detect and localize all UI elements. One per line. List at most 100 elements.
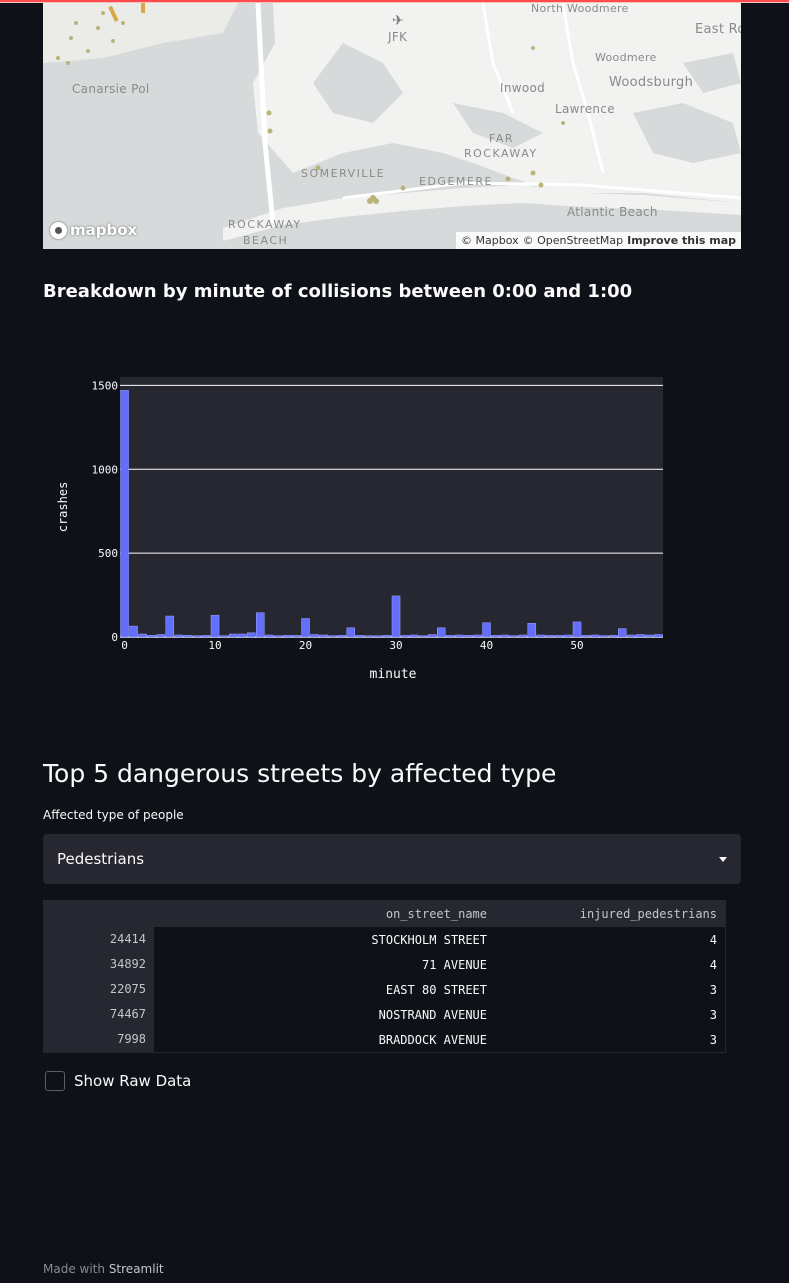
histogram-bar[interactable] [256, 612, 265, 638]
minute-histogram-chart[interactable]: 0 500 1000 1500 0 10 20 30 40 50 crashes minute [43, 350, 741, 690]
table-row: 7998 BRADDOCK AVENUE 3 [44, 1027, 725, 1052]
table-header-street[interactable]: on_street_name [385, 907, 487, 921]
map-label: North Woodmere [531, 3, 629, 15]
histogram-bar[interactable] [147, 635, 156, 638]
histogram-bar[interactable] [554, 635, 564, 638]
map-label: Woodmere [595, 51, 657, 64]
histogram-bar[interactable] [536, 634, 546, 638]
histogram-bar[interactable] [527, 622, 537, 638]
histogram-bar[interactable] [391, 595, 401, 638]
map-canvas[interactable] [43, 3, 741, 249]
histogram-bar[interactable] [518, 634, 528, 638]
x-tick-label: 50 [570, 639, 583, 652]
table-header-injured[interactable]: injured_pedestrians [579, 907, 717, 921]
histogram-bar[interactable] [364, 635, 374, 638]
histogram-bar[interactable] [636, 634, 645, 638]
y-axis-label: crashes [56, 482, 70, 533]
histogram-bar[interactable] [572, 621, 582, 638]
histogram-bar[interactable] [228, 633, 238, 638]
histogram-bar[interactable] [400, 635, 410, 638]
mapbox-attribution-link[interactable]: © Mapbox [461, 234, 519, 247]
histogram-bar[interactable] [545, 635, 555, 638]
histogram-bar[interactable] [165, 615, 175, 638]
histogram-bar[interactable] [265, 634, 274, 638]
histogram-bar[interactable] [319, 634, 328, 638]
map-label: SOMERVILLE [301, 167, 386, 180]
improve-map-link[interactable]: Improve this map [627, 234, 736, 247]
histogram-bar[interactable] [355, 635, 365, 638]
histogram-bar[interactable] [274, 635, 283, 638]
histogram-bar[interactable] [373, 635, 383, 638]
histogram-bar[interactable] [437, 627, 446, 638]
row-index: 34892 [44, 952, 154, 977]
histogram-bar[interactable] [473, 634, 482, 638]
histogram-bar[interactable] [183, 635, 193, 638]
mapbox-logo[interactable]: mapbox [50, 221, 137, 239]
histogram-bar[interactable] [292, 635, 301, 638]
histogram-bar[interactable] [129, 625, 138, 638]
minute-breakdown-heading: Breakdown by minute of collisions betwee… [43, 281, 633, 302]
map-attribution: © Mapbox © OpenStreetMap Improve this ma… [456, 232, 741, 249]
histogram-bar[interactable] [156, 634, 165, 638]
affected-type-select[interactable]: Pedestrians [43, 834, 741, 884]
histogram-bar[interactable] [310, 634, 319, 638]
histogram-bar[interactable] [192, 635, 202, 638]
table-row: 22075 EAST 80 STREET 3 [44, 977, 725, 1002]
histogram-bar[interactable] [301, 618, 310, 638]
histogram-bar[interactable] [618, 628, 627, 638]
histogram-bar[interactable] [382, 635, 392, 638]
mapbox-logo-icon [50, 221, 67, 239]
histogram-bar[interactable] [581, 635, 591, 638]
histogram-bar[interactable] [482, 622, 491, 638]
histogram-bar[interactable] [427, 634, 437, 638]
histogram-bar[interactable] [590, 634, 600, 638]
histogram-bar[interactable] [500, 634, 509, 638]
histogram-bar[interactable] [509, 635, 518, 638]
show-raw-data-label[interactable]: Show Raw Data [74, 1072, 192, 1090]
histogram-bar[interactable] [464, 635, 473, 638]
histogram-bar[interactable] [174, 634, 184, 638]
street-name-cell: BRADDOCK AVENUE [378, 1032, 487, 1047]
histogram-bar[interactable] [337, 635, 347, 638]
row-index: 24414 [44, 927, 154, 952]
street-name-cell: 71 AVENUE [421, 957, 487, 972]
histogram-bar[interactable] [246, 632, 256, 638]
row-index: 22075 [44, 977, 154, 1002]
histogram-bar[interactable] [346, 627, 356, 638]
histogram-bar[interactable] [491, 635, 500, 638]
histogram-bar[interactable] [654, 634, 663, 638]
histogram-bar[interactable] [627, 634, 636, 638]
show-raw-data-checkbox[interactable] [45, 1071, 65, 1091]
table-row: 34892 71 AVENUE 4 [44, 952, 725, 977]
streamlit-link[interactable]: Streamlit [108, 1262, 164, 1276]
map-label: Atlantic Beach [567, 205, 658, 219]
histogram-bar[interactable] [138, 633, 147, 638]
y-tick-label: 500 [98, 547, 118, 560]
map-label: East Ro [695, 22, 741, 37]
histogram-bar[interactable] [237, 633, 247, 638]
map-label: Inwood [500, 81, 546, 95]
header-accent-bar [0, 0, 789, 2]
osm-attribution-link[interactable]: © OpenStreetMap [522, 234, 624, 247]
street-name-cell: STOCKHOLM STREET [371, 932, 487, 947]
histogram-bar[interactable] [219, 635, 229, 638]
histogram-bar[interactable] [455, 634, 464, 638]
histogram-bar[interactable] [608, 635, 618, 638]
histogram-bar[interactable] [599, 635, 609, 638]
histogram-bar[interactable] [446, 635, 455, 638]
histogram-bar[interactable] [283, 635, 292, 638]
row-index: 7998 [44, 1027, 154, 1052]
histogram-bar[interactable] [418, 635, 428, 638]
dangerous-streets-table[interactable]: on_street_name injured_pedestrians 24414… [43, 900, 726, 1053]
map-label: FAR [489, 132, 514, 145]
histogram-bar[interactable] [645, 634, 654, 638]
collision-map[interactable]: North Woodmere ✈ JFK East Ro Woodmere Wo… [43, 3, 741, 249]
chart-bars[interactable] [120, 390, 663, 638]
injured-count-cell: 3 [709, 982, 717, 997]
histogram-bar[interactable] [210, 614, 220, 638]
histogram-bar[interactable] [563, 634, 573, 638]
histogram-bar[interactable] [409, 634, 419, 638]
histogram-bar[interactable] [328, 635, 337, 638]
histogram-bar[interactable] [201, 635, 211, 638]
histogram-bar[interactable] [120, 390, 129, 638]
